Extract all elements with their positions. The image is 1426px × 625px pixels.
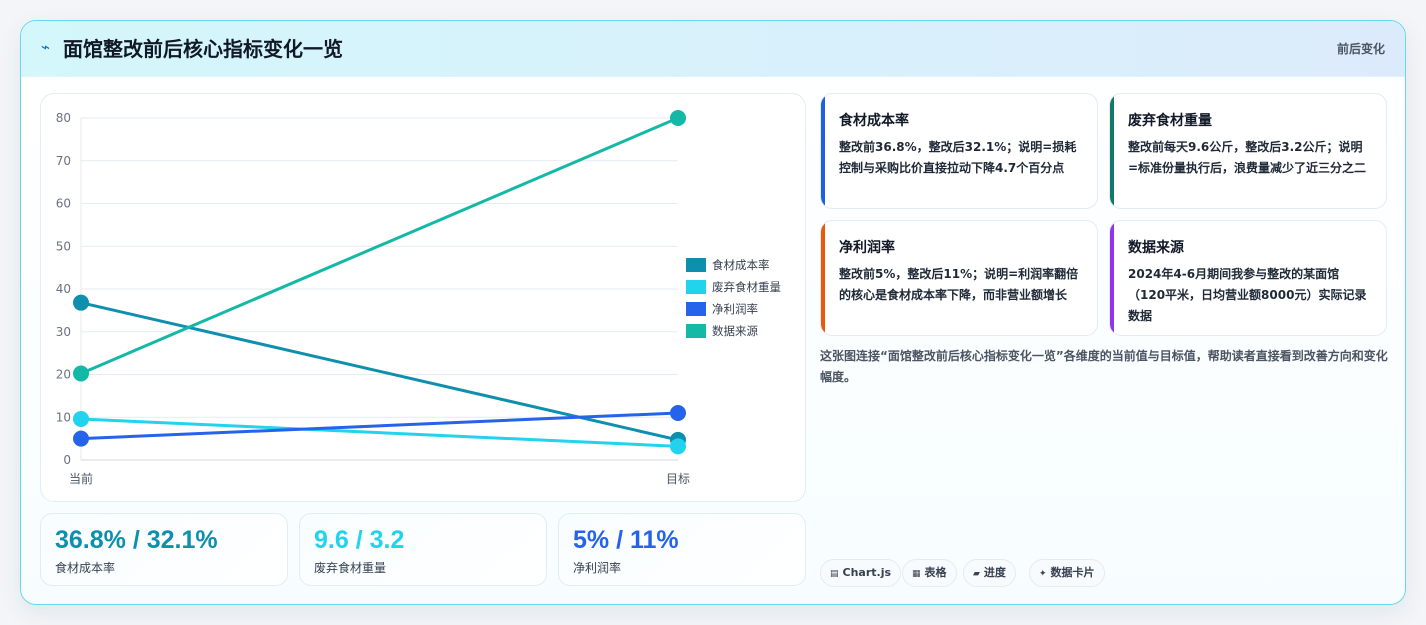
x-tick-label: 当前: [69, 471, 93, 486]
y-tick-label: 80: [56, 111, 71, 125]
accent-bar: [1110, 221, 1114, 335]
info-card-title: 食材成本率: [839, 113, 909, 129]
chip-progress[interactable]: ▰ 进度: [963, 559, 1016, 587]
legend-swatch: [686, 324, 706, 338]
header-tag: 前后变化: [1336, 42, 1385, 56]
info-card-title: 净利润率: [839, 240, 895, 256]
y-tick-label: 60: [56, 197, 71, 211]
data-point: [73, 365, 89, 382]
y-tick-label: 10: [56, 410, 71, 424]
stat-label: 食材成本率: [55, 561, 116, 575]
legend-label: 废弃食材重量: [712, 280, 781, 294]
info-card-net-margin: 净利润率 整改前5%，整改后11%；说明=利润率翻倍的核心是食材成本率下降，而非…: [820, 220, 1098, 336]
main-card: ⌁ 面馆整改前后核心指标变化一览 前后变化 0 10 20 30 40 50 60 70 80 当…: [20, 20, 1406, 605]
line-chart-panel: 0 10 20 30 40 50 60 70 80 当前 目标 食材成本率废弃食材重量 净利润率数据来源: [40, 93, 806, 502]
stat-value: 5% / 11%: [573, 526, 679, 554]
info-card-food-cost: 食材成本率 整改前36.8%，整改后32.1%；说明=损耗控制与采购比价直接拉动…: [820, 93, 1098, 209]
accent-bar: [1110, 94, 1114, 208]
stat-card-net-margin: 5% / 11% 净利润率: [558, 513, 806, 586]
progress-icon: ▰: [973, 569, 980, 579]
y-tick-label: 0: [63, 453, 71, 467]
info-card-title: 废弃食材重量: [1128, 113, 1212, 129]
chip-data-card[interactable]: ✦ 数据卡片: [1029, 559, 1105, 587]
info-card-body: 2024年4-6月期间我参与整改的某面馆（120平米，日均营业额8000元）实际…: [1128, 267, 1367, 323]
chip-label: 数据卡片: [1050, 566, 1095, 579]
y-tick-label: 20: [56, 368, 71, 382]
stat-value: 36.8% / 32.1%: [55, 526, 218, 554]
y-tick-label: 70: [56, 154, 71, 168]
table-icon: ▦: [912, 569, 921, 579]
y-tick-label: 30: [56, 325, 71, 339]
card-header: ⌁ 面馆整改前后核心指标变化一览 前后变化: [21, 21, 1405, 77]
info-card-title: 数据来源: [1128, 240, 1184, 256]
info-card-body: 整改前5%，整改后11%；说明=利润率翻倍的核心是食材成本率下降，而非营业额增长: [839, 267, 1079, 302]
y-tick-label: 50: [56, 239, 71, 253]
x-tick-label: 目标: [666, 472, 690, 486]
series-line: [80, 411, 679, 441]
chip-label: 表格: [924, 566, 947, 579]
legend-swatch: [686, 302, 706, 316]
legend-swatch: [686, 280, 706, 294]
series-line: [80, 301, 679, 442]
data-point: [73, 294, 89, 311]
stat-label: 净利润率: [573, 561, 622, 575]
stat-card-food-cost: 36.8% / 32.1% 食材成本率: [40, 513, 288, 586]
chip-label: Chart.js: [842, 566, 892, 579]
stat-value: 9.6 / 3.2: [314, 526, 405, 554]
accent-bar: [821, 221, 825, 335]
data-point: [73, 430, 89, 447]
data-point: [670, 404, 686, 421]
data-point: [73, 410, 89, 427]
trend-icon: ⌁: [41, 38, 51, 56]
chart-description: 这张图连接“面馆整改前后核心指标变化一览”各维度的当前值与目标值，帮助读者直接看…: [820, 349, 1388, 384]
sparkle-icon: ✦: [1039, 569, 1047, 579]
series-line: [80, 116, 679, 375]
stat-label: 废弃食材重量: [314, 561, 387, 575]
data-point: [670, 438, 686, 455]
stat-card-waste-weight: 9.6 / 3.2 废弃食材重量: [299, 513, 547, 586]
info-card-data-source: 数据来源 2024年4-6月期间我参与整改的某面馆（120平米，日均营业额800…: [1109, 220, 1387, 336]
y-tick-label: 40: [56, 282, 71, 296]
legend-swatch: [686, 258, 706, 272]
legend-label: 净利润率: [712, 302, 758, 316]
series-line: [80, 417, 679, 448]
accent-bar: [821, 94, 825, 208]
chip-label: 进度: [983, 566, 1006, 579]
info-card-waste-weight: 废弃食材重量 整改前每天9.6公斤，整改后3.2公斤；说明=标准份量执行后，浪费…: [1109, 93, 1387, 209]
chart-icon: ▤: [830, 569, 839, 579]
info-card-body: 整改前36.8%，整改后32.1%；说明=损耗控制与采购比价直接拉动下降4.7个…: [839, 140, 1077, 175]
legend-label: 数据来源: [712, 324, 758, 338]
info-card-body: 整改前每天9.6公斤，整改后3.2公斤；说明=标准份量执行后，浪费量减少了近三分…: [1128, 140, 1367, 175]
chip-chartjs[interactable]: ▤ Chart.js: [820, 559, 902, 587]
chip-table[interactable]: ▦ 表格: [902, 559, 957, 587]
page-title: 面馆整改前后核心指标变化一览: [63, 37, 343, 61]
legend-label: 食材成本率: [712, 258, 770, 272]
data-point: [670, 110, 686, 126]
